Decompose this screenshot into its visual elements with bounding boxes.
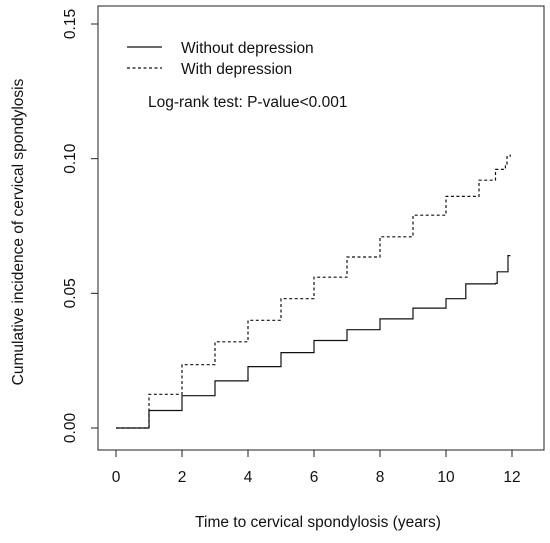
y-axis-label: Cumulative incidence of cervical spondyl… bbox=[10, 78, 27, 385]
x-tick-label: 0 bbox=[112, 469, 121, 486]
y-axis: 0.00 0.05 0.10 0.15 bbox=[62, 9, 98, 443]
annotation-logrank: Log-rank test: P-value<0.001 bbox=[148, 94, 347, 111]
y-tick-label: 0.10 bbox=[62, 143, 79, 174]
x-tick-label: 2 bbox=[178, 469, 187, 486]
legend: Without depression With depression bbox=[127, 40, 314, 78]
x-tick-label: 6 bbox=[310, 469, 319, 486]
x-axis: 0 2 4 6 8 10 12 bbox=[112, 450, 521, 486]
series-line-without-depression bbox=[116, 255, 511, 429]
x-axis-label: Time to cervical spondylosis (years) bbox=[195, 514, 441, 531]
legend-label-without-depression: Without depression bbox=[181, 40, 314, 57]
series-line-with-depression bbox=[116, 154, 511, 429]
x-tick-label: 8 bbox=[376, 469, 385, 486]
x-tick-label: 12 bbox=[503, 469, 520, 486]
plot-frame bbox=[97, 5, 545, 451]
x-tick-label: 10 bbox=[437, 469, 455, 486]
x-tick-label: 4 bbox=[244, 469, 253, 486]
y-tick-label: 0.00 bbox=[62, 413, 79, 444]
series-layer bbox=[116, 154, 511, 429]
y-tick-label: 0.15 bbox=[62, 9, 79, 39]
y-tick-label: 0.05 bbox=[62, 278, 79, 308]
legend-label-with-depression: With depression bbox=[181, 61, 292, 78]
